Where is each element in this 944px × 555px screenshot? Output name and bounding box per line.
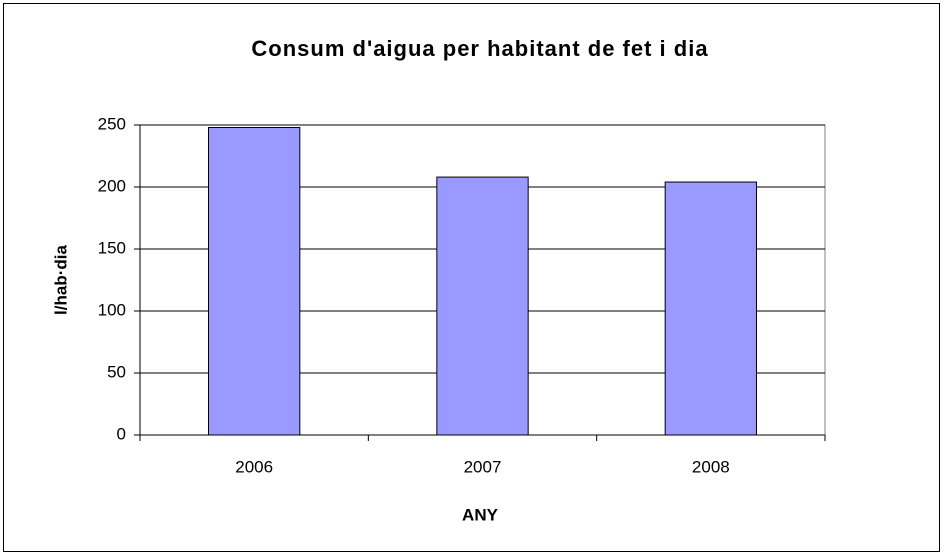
y-tick-label: 250 — [98, 114, 126, 133]
bar — [208, 126, 301, 436]
x-tick-label: 2008 — [692, 457, 730, 476]
bar — [436, 176, 529, 436]
y-tick-label: 100 — [98, 300, 126, 319]
x-axis-title: ANY — [462, 505, 499, 524]
y-tick-label: 0 — [117, 424, 126, 443]
y-axis-title: l/hab·dia — [51, 245, 70, 315]
x-tick-label: 2007 — [464, 457, 502, 476]
chart-title: Consum d'aigua per habitant de fet i dia — [251, 36, 708, 61]
x-tick-label: 2006 — [235, 457, 273, 476]
bar — [664, 181, 758, 436]
y-tick-label: 150 — [98, 238, 126, 257]
y-tick-label: 50 — [107, 362, 126, 381]
y-tick-label: 200 — [98, 176, 126, 195]
